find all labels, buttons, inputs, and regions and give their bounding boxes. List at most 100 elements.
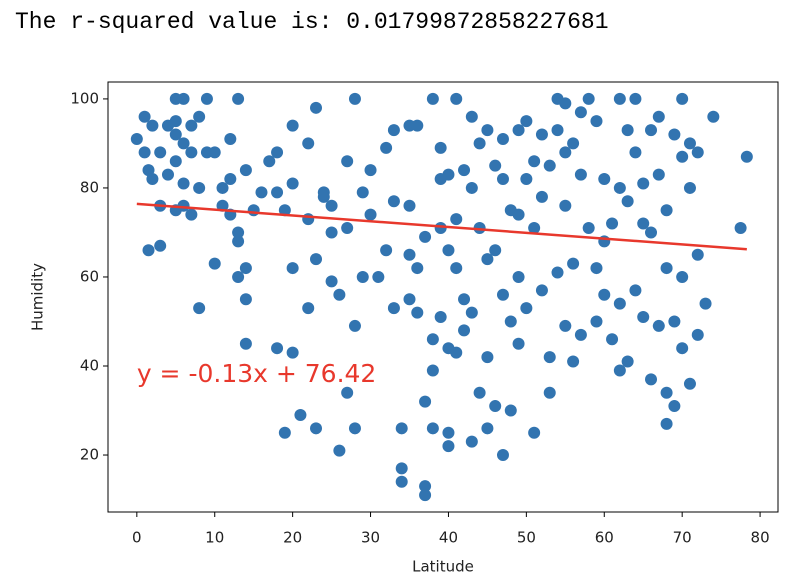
y-tick-label: 100 (70, 89, 99, 107)
point (154, 239, 167, 252)
point (239, 293, 252, 306)
point (138, 146, 151, 159)
point (598, 288, 611, 301)
y-tick-label: 40 (80, 356, 99, 374)
point (598, 173, 611, 186)
point (325, 226, 338, 239)
point (263, 155, 276, 168)
point (535, 190, 548, 203)
point (426, 92, 439, 105)
point (582, 222, 595, 235)
point (473, 137, 486, 150)
point (543, 159, 556, 172)
point (177, 92, 190, 105)
point (302, 137, 315, 150)
point (676, 150, 689, 163)
point (138, 110, 151, 123)
point (637, 311, 650, 324)
point (590, 115, 603, 128)
point (676, 92, 689, 105)
point (489, 400, 502, 413)
x-tick-label: 60 (595, 529, 614, 547)
y-tick-label: 60 (80, 267, 99, 285)
point (691, 146, 704, 159)
point (621, 195, 634, 208)
point (278, 204, 291, 217)
point (496, 132, 509, 145)
point (177, 177, 190, 190)
point (543, 386, 556, 399)
point (232, 235, 245, 248)
point (317, 190, 330, 203)
point (567, 137, 580, 150)
point (286, 346, 299, 359)
point (590, 262, 603, 275)
point (442, 168, 455, 181)
point (621, 124, 634, 137)
point (356, 270, 369, 283)
point (512, 270, 525, 283)
x-tick-label: 10 (205, 529, 224, 547)
point (520, 115, 533, 128)
point (652, 319, 665, 332)
point (450, 92, 463, 105)
x-tick-label: 50 (517, 529, 536, 547)
point (216, 199, 229, 212)
point (637, 177, 650, 190)
point (458, 293, 471, 306)
point (512, 337, 525, 350)
point (310, 422, 323, 435)
point (426, 364, 439, 377)
point (567, 355, 580, 368)
point (645, 124, 658, 137)
point (387, 124, 400, 137)
point (567, 257, 580, 270)
point (364, 164, 377, 177)
point (341, 155, 354, 168)
point (543, 351, 556, 364)
point (528, 426, 541, 439)
point (450, 213, 463, 226)
point (419, 489, 432, 502)
point (310, 101, 323, 114)
point (271, 342, 284, 355)
point (372, 270, 385, 283)
point (691, 328, 704, 341)
point (232, 226, 245, 239)
point (419, 230, 432, 243)
point (504, 315, 517, 328)
point (660, 262, 673, 275)
point (426, 333, 439, 346)
point (629, 92, 642, 105)
x-tick-label: 30 (361, 529, 380, 547)
point (535, 284, 548, 297)
point (496, 288, 509, 301)
point (489, 244, 502, 257)
point (660, 417, 673, 430)
point (613, 181, 626, 194)
point (481, 422, 494, 435)
point (387, 195, 400, 208)
point (411, 119, 424, 132)
point (434, 141, 447, 154)
point (489, 159, 502, 172)
x-axis-label: Latitude (412, 558, 474, 576)
point (387, 302, 400, 315)
point (559, 319, 572, 332)
point (590, 315, 603, 328)
point (434, 311, 447, 324)
point (356, 186, 369, 199)
point (621, 355, 634, 368)
point (348, 422, 361, 435)
point (193, 110, 206, 123)
point (496, 173, 509, 186)
point (582, 92, 595, 105)
point (348, 92, 361, 105)
point (403, 199, 416, 212)
point (496, 449, 509, 462)
point (645, 373, 658, 386)
output-text: The r-squared value is: 0.01799872858227… (15, 9, 609, 35)
point (512, 208, 525, 221)
point (481, 351, 494, 364)
